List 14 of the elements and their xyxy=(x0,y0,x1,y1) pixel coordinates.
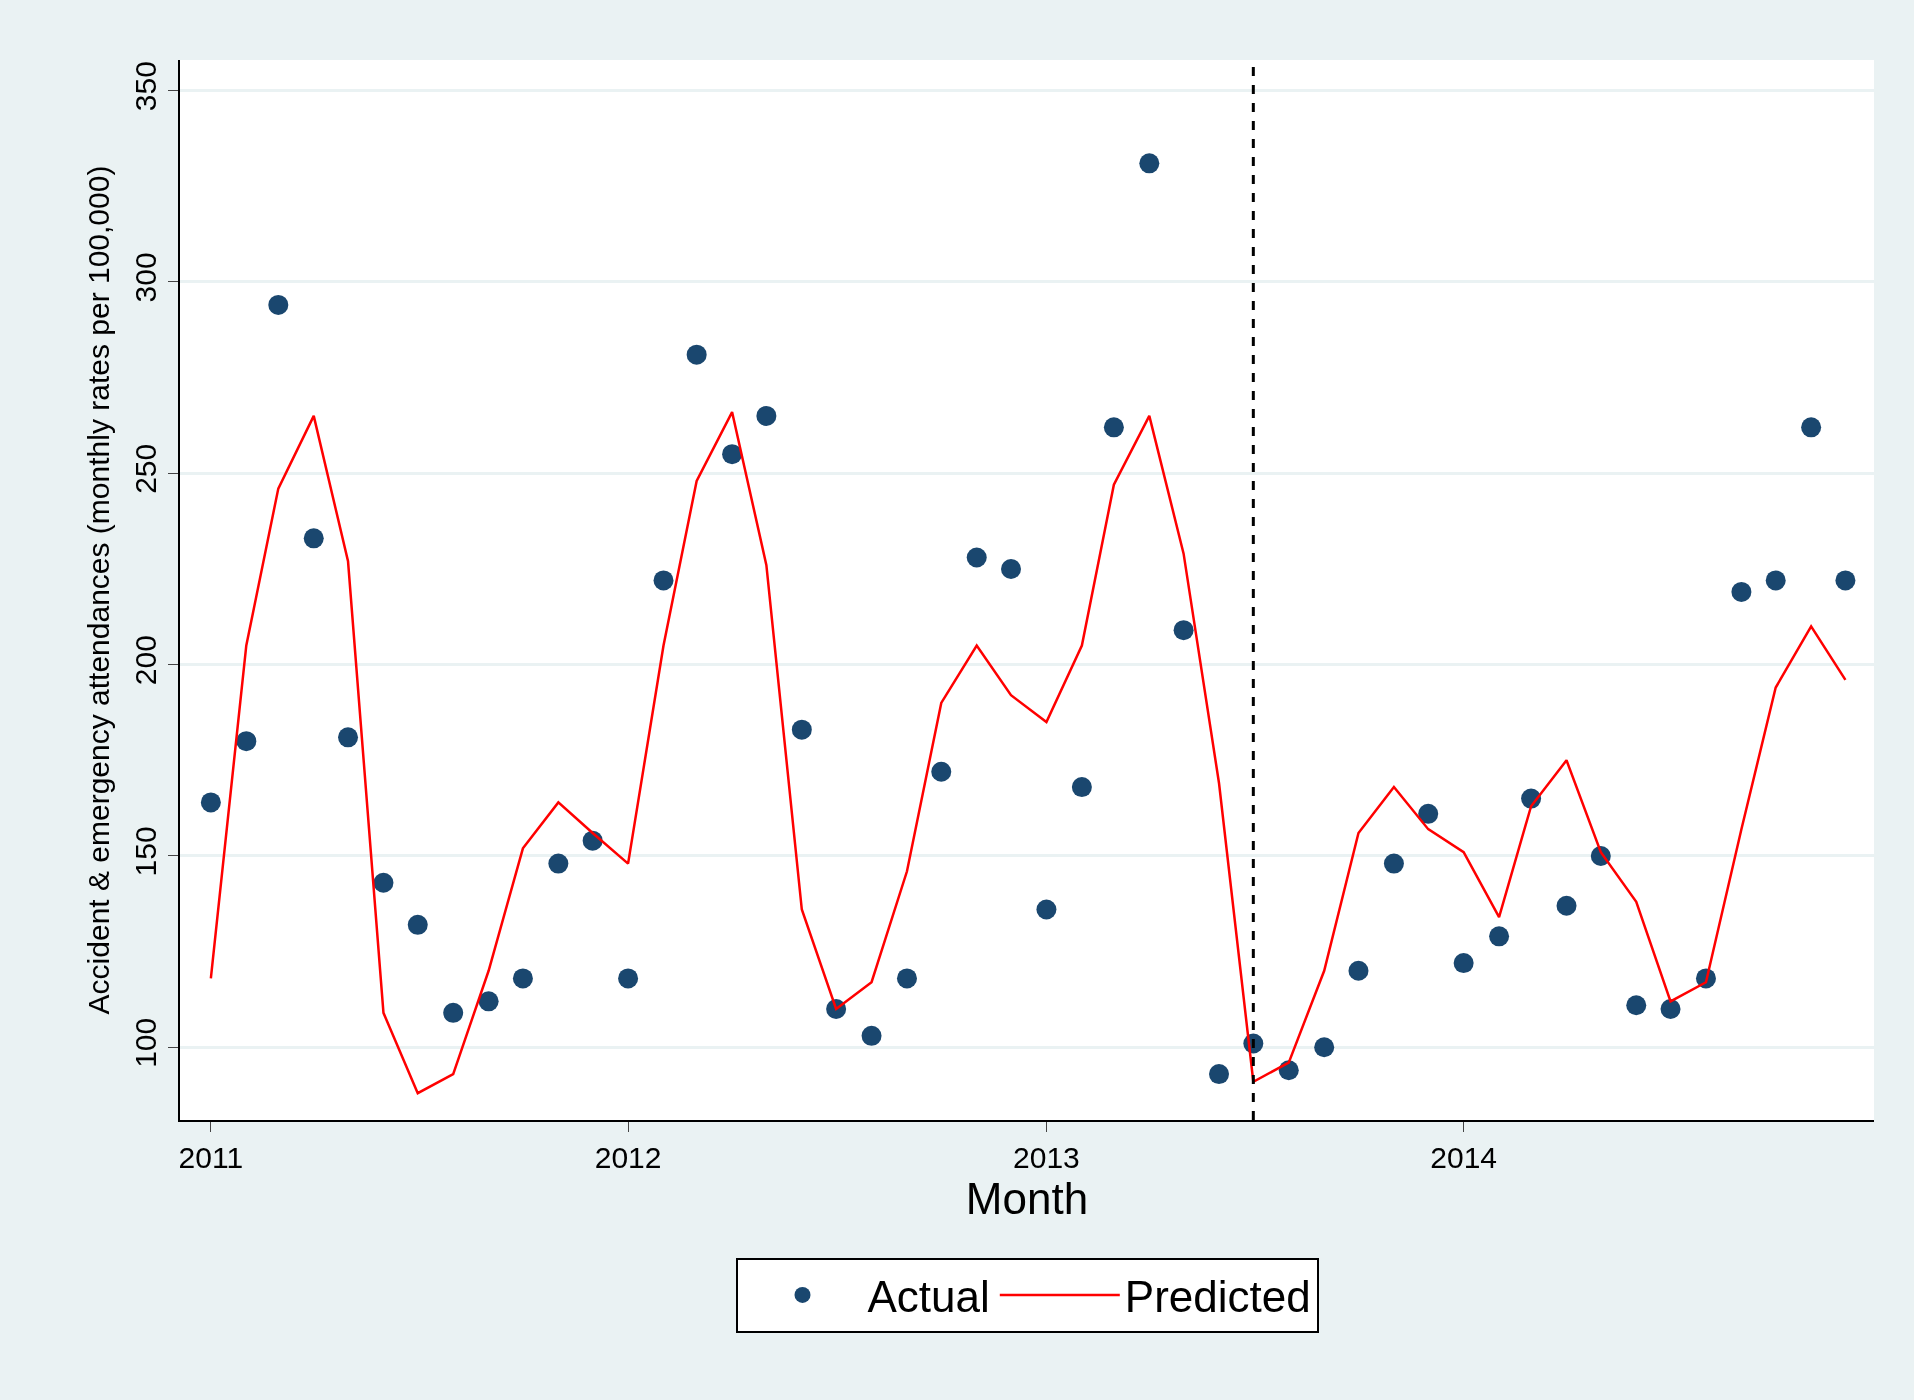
y-tick-label: 300 xyxy=(129,252,162,303)
x-tick-label: 2014 xyxy=(1430,1141,1498,1174)
legend-label: Actual xyxy=(867,1272,990,1322)
y-tick-label: 150 xyxy=(129,826,162,877)
y-axis-title: Accident & emergency attendances (monthly rates per 100,000) xyxy=(82,165,115,1015)
x-tick-label: 2013 xyxy=(1013,1141,1080,1174)
y-tick-label: 200 xyxy=(129,635,162,686)
x-tick-label: 2011 xyxy=(178,1141,244,1174)
x-axis-title: Month xyxy=(965,1174,1089,1223)
y-tick-label: 350 xyxy=(129,61,162,112)
y-tick-label: 250 xyxy=(129,443,162,494)
x-tick-label: 2012 xyxy=(594,1141,662,1174)
legend-label: Predicted xyxy=(1124,1272,1311,1322)
y-tick-label: 100 xyxy=(129,1017,162,1068)
